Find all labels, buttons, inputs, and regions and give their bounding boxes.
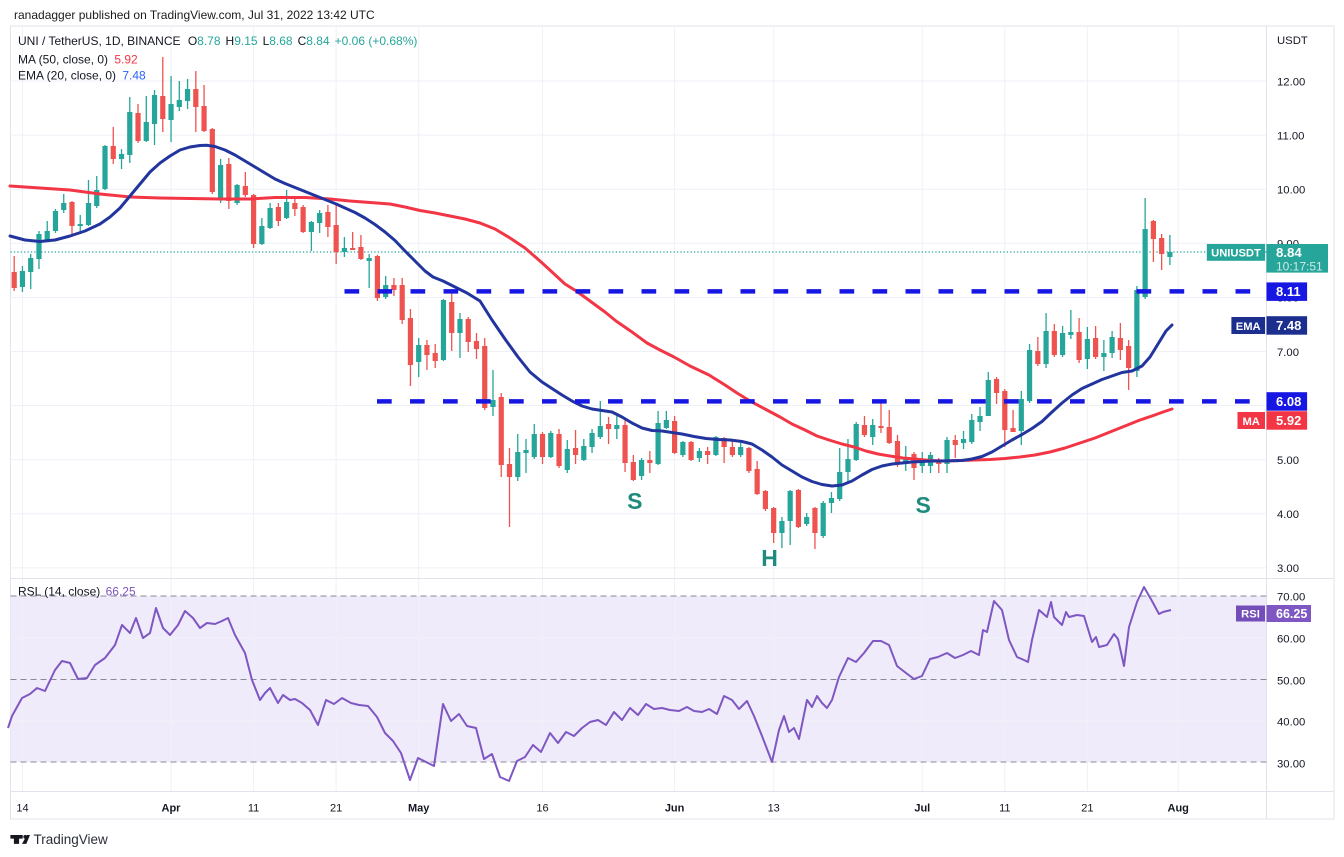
svg-text:14: 14: [16, 803, 28, 815]
svg-text:EMA: EMA: [1236, 321, 1261, 333]
svg-text:11: 11: [248, 803, 259, 815]
svg-text:10:17:51: 10:17:51: [1276, 260, 1323, 274]
svg-text:EMA (20, close, 0) 7.48: EMA (20, close, 0) 7.48: [18, 69, 146, 83]
svg-text:UNIUSDT: UNIUSDT: [1211, 247, 1261, 259]
svg-text:13: 13: [768, 803, 780, 815]
svg-text:Apr: Apr: [162, 803, 182, 815]
svg-text:21: 21: [330, 803, 342, 815]
svg-text:ranadagger published on Tradin: ranadagger published on TradingView.com,…: [14, 8, 375, 22]
svg-text:6.08: 6.08: [1276, 394, 1301, 409]
svg-text:May: May: [408, 803, 430, 815]
svg-text:Jul: Jul: [914, 803, 930, 815]
svg-text:3.00: 3.00: [1277, 563, 1299, 575]
svg-text:S: S: [916, 492, 931, 518]
svg-text:5.92: 5.92: [1276, 413, 1301, 428]
svg-text:21: 21: [1081, 803, 1093, 815]
svg-text:30.00: 30.00: [1277, 758, 1305, 770]
svg-text:10.00: 10.00: [1277, 185, 1305, 197]
svg-text:Aug: Aug: [1168, 803, 1189, 815]
svg-text:S: S: [627, 488, 642, 514]
svg-text:MA (50, close, 0) 5.92: MA (50, close, 0) 5.92: [18, 53, 138, 67]
svg-text:Jun: Jun: [665, 803, 685, 815]
svg-text:USDT: USDT: [1277, 35, 1308, 47]
svg-text:4.00: 4.00: [1277, 509, 1299, 521]
svg-text:UNI / TetherUS, 1D, BINANCE O8: UNI / TetherUS, 1D, BINANCE O8.78 H9.15 L8…: [18, 34, 417, 48]
svg-text:70.00: 70.00: [1277, 591, 1305, 603]
svg-text:40.00: 40.00: [1277, 716, 1305, 728]
svg-text:50.00: 50.00: [1277, 675, 1305, 687]
svg-text:7.48: 7.48: [1276, 318, 1301, 333]
svg-text:7.00: 7.00: [1277, 347, 1299, 359]
svg-text:60.00: 60.00: [1277, 633, 1305, 645]
svg-text:16: 16: [536, 803, 548, 815]
svg-text:RSI: RSI: [1241, 609, 1260, 621]
svg-text:8.11: 8.11: [1276, 284, 1301, 299]
svg-text:RSL (14, close) 66.25: RSL (14, close) 66.25: [18, 585, 136, 599]
svg-text:66.25: 66.25: [1276, 607, 1307, 621]
svg-text:11: 11: [999, 803, 1010, 815]
svg-text:MA: MA: [1242, 416, 1259, 428]
svg-text:5.00: 5.00: [1277, 455, 1299, 467]
svg-text:8.84: 8.84: [1276, 245, 1302, 260]
svg-text:11.00: 11.00: [1277, 130, 1304, 142]
svg-text:TradingView: TradingView: [34, 832, 109, 847]
svg-text:H: H: [761, 545, 778, 571]
svg-text:12.00: 12.00: [1277, 76, 1305, 88]
